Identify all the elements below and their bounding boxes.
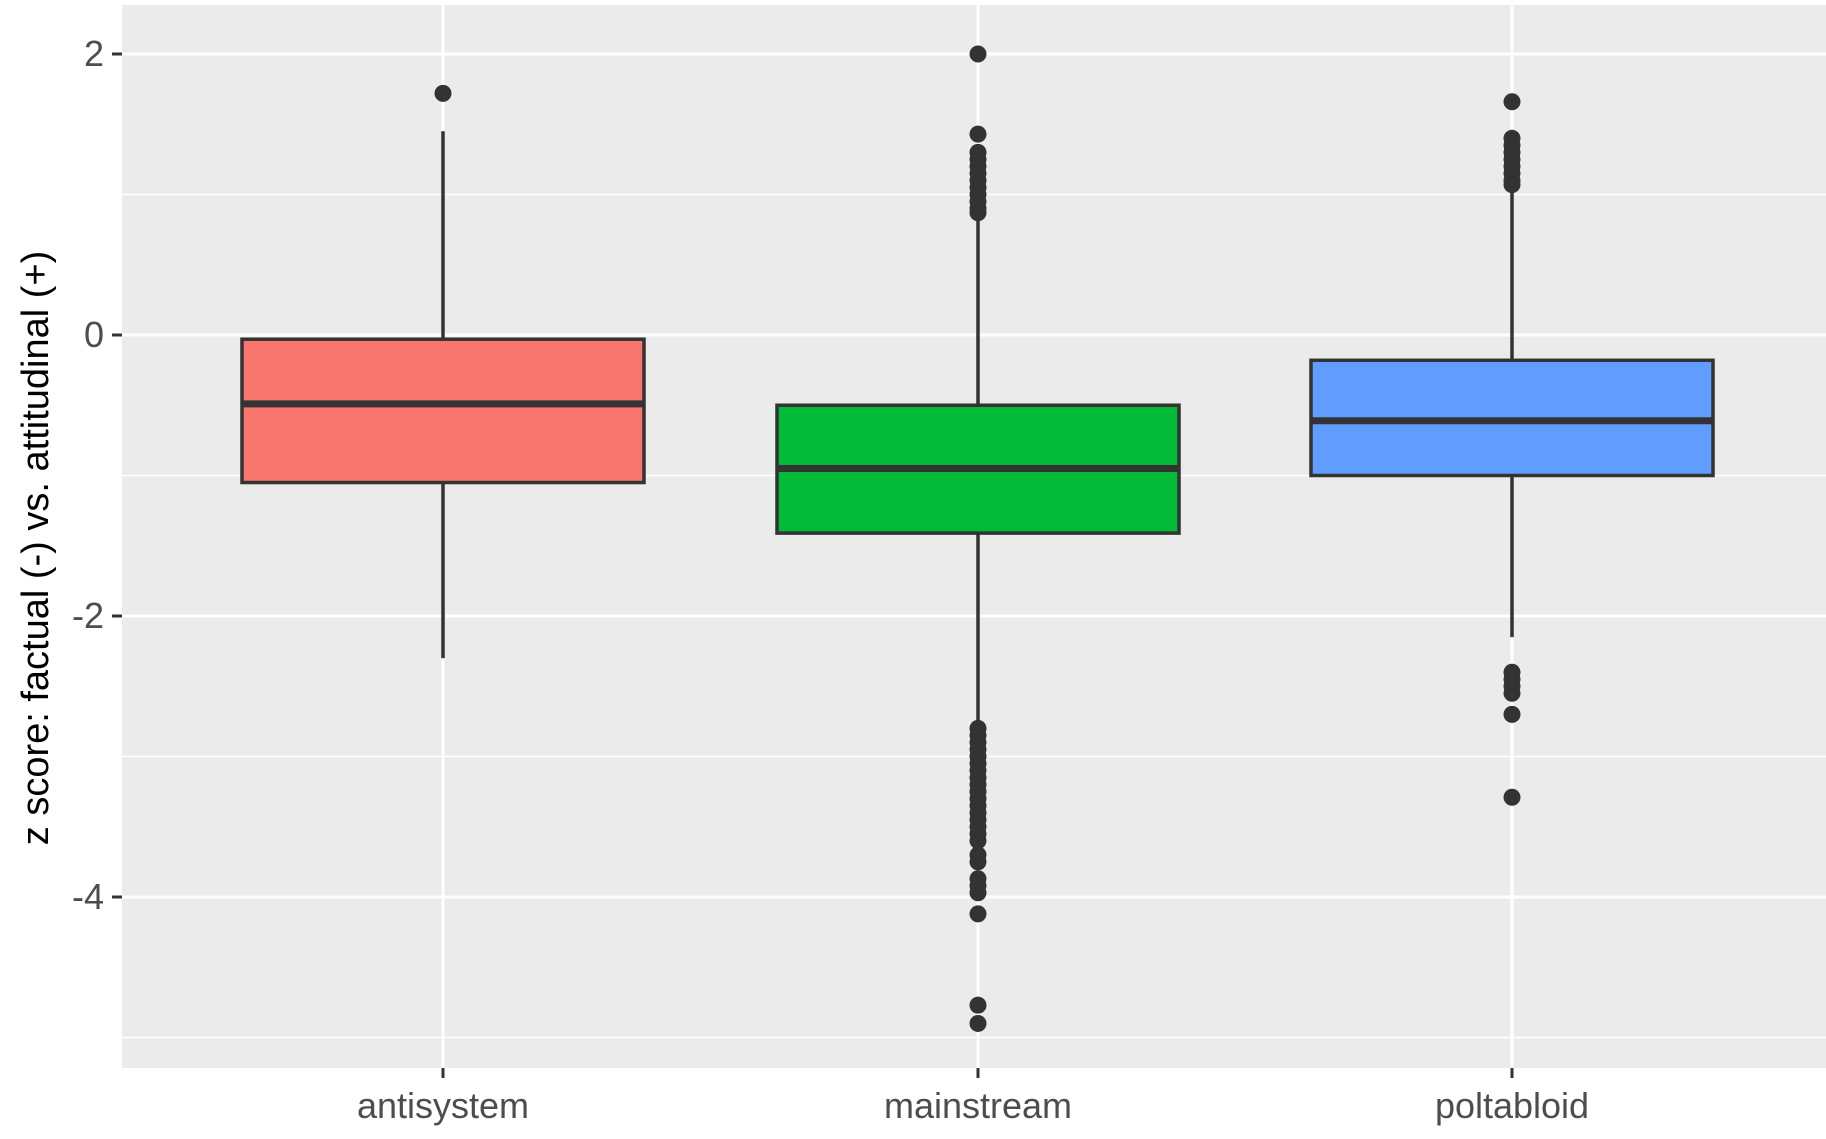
outlier-point (1503, 176, 1521, 194)
y-axis-title: z score: factual (-) vs. attitudinal (+) (15, 251, 57, 845)
outlier-point (969, 853, 987, 871)
outlier-point (969, 1014, 987, 1032)
box-poltabloid (1309, 93, 1715, 806)
axis-layer: 2 0 -2 -4 antisystem mainstream poltabloid (72, 33, 1589, 1126)
outlier-point (969, 832, 987, 850)
outlier-point (969, 905, 987, 923)
x-tick-label: mainstream (884, 1085, 1072, 1126)
x-tick-label: antisystem (357, 1085, 529, 1126)
outlier-point (434, 84, 452, 102)
y-tick-label: -4 (72, 876, 104, 917)
outlier-point (1503, 684, 1521, 702)
outlier-point (1503, 705, 1521, 723)
outlier-point (1503, 788, 1521, 806)
outlier-point (969, 204, 987, 222)
x-tick-label: poltabloid (1435, 1085, 1589, 1126)
box-body (240, 337, 646, 485)
box-layer (240, 45, 1715, 1032)
y-tick-label: -2 (72, 595, 104, 636)
box-mainstream (775, 45, 1181, 1032)
outlier-point (969, 884, 987, 902)
y-tick-label: 2 (84, 33, 104, 74)
y-tick-label: 0 (84, 314, 104, 355)
outlier-point (969, 996, 987, 1014)
outlier-point (969, 125, 987, 143)
outlier-point (1503, 93, 1521, 111)
outlier-point (969, 45, 987, 63)
box-antisystem (240, 84, 646, 659)
